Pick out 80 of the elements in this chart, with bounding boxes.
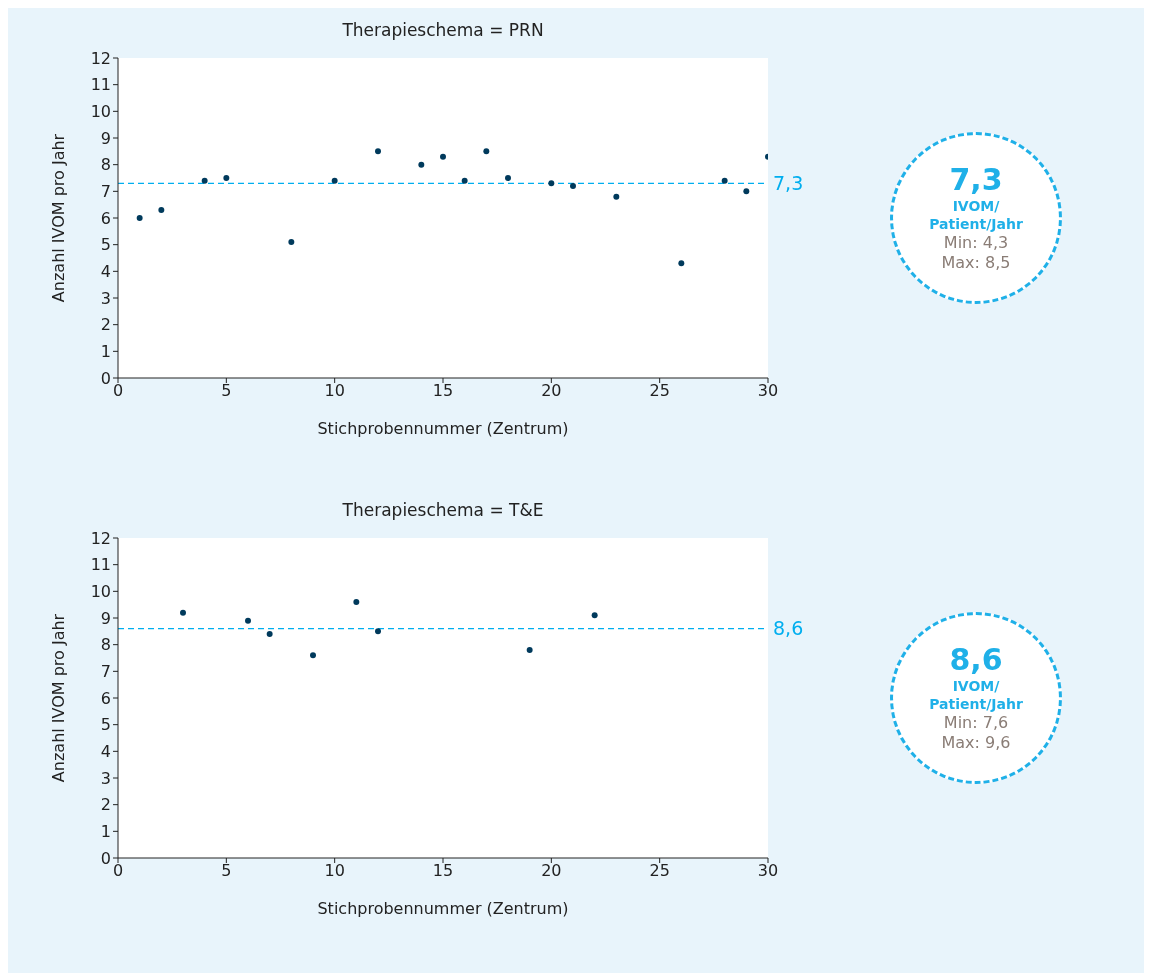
point bbox=[483, 148, 490, 155]
y-tick-label: 1 bbox=[100, 342, 111, 362]
y-tick-label: 1 bbox=[100, 822, 111, 842]
text: 7,3 bbox=[949, 162, 1003, 197]
point bbox=[591, 612, 598, 619]
y-tick-label: 12 bbox=[90, 48, 111, 68]
y-tick-label: 11 bbox=[90, 555, 111, 575]
x-tick-label: 25 bbox=[649, 381, 670, 401]
point bbox=[570, 183, 576, 189]
text: Min: 7,6 bbox=[943, 713, 1009, 733]
point bbox=[180, 609, 186, 616]
point bbox=[201, 177, 208, 184]
x-tick-label: 15 bbox=[432, 861, 454, 881]
y-tick-label: 8 bbox=[100, 635, 111, 655]
point bbox=[353, 599, 360, 605]
x-tick-label: 5 bbox=[221, 381, 232, 401]
point bbox=[375, 148, 381, 155]
point bbox=[505, 175, 511, 181]
text: Max: 9,6 bbox=[941, 733, 1011, 753]
y-tick-label: 4 bbox=[100, 742, 111, 762]
y-axis-title: Anzahl IVOM pro Jahr bbox=[48, 613, 68, 783]
x-tick-label: 5 bbox=[221, 861, 232, 881]
y-tick-label: 7 bbox=[100, 182, 111, 202]
x-axis-title: Stichprobennummer (Zentrum) bbox=[317, 899, 569, 918]
y-tick-label: 6 bbox=[100, 208, 111, 228]
point bbox=[461, 177, 468, 184]
y-tick-label: 8 bbox=[100, 155, 111, 175]
text: IVOM/ Patient/Jahr bbox=[928, 197, 1024, 233]
y-tick-label: 12 bbox=[90, 528, 111, 548]
ref-line-label: 8,6 bbox=[773, 617, 804, 640]
point bbox=[266, 631, 273, 637]
y-tick-label: 4 bbox=[100, 262, 111, 282]
y-tick-label: 5 bbox=[100, 235, 111, 255]
chart-title: Therapieschema = T&E bbox=[341, 500, 544, 520]
x-tick-label: 20 bbox=[541, 381, 562, 401]
x-tick-label: 10 bbox=[324, 861, 345, 881]
point bbox=[418, 161, 425, 168]
y-tick-label: 9 bbox=[100, 608, 111, 628]
x-tick-label: 25 bbox=[649, 861, 670, 881]
y-tick-label: 2 bbox=[100, 795, 111, 815]
x-tick-label: 15 bbox=[432, 381, 454, 401]
point bbox=[721, 177, 728, 184]
point bbox=[288, 239, 295, 245]
point bbox=[548, 180, 555, 187]
point bbox=[245, 617, 251, 624]
point bbox=[223, 175, 230, 181]
y-tick-label: 0 bbox=[100, 848, 111, 868]
chart-title: Therapieschema = PRN bbox=[341, 20, 544, 40]
y-tick-label: 11 bbox=[90, 75, 111, 95]
point bbox=[331, 177, 338, 184]
y-tick-label: 9 bbox=[100, 128, 111, 148]
point bbox=[678, 260, 685, 267]
y-tick-label: 2 bbox=[100, 315, 111, 335]
point bbox=[613, 193, 620, 200]
x-tick-label: 10 bbox=[324, 381, 345, 401]
y-tick-label: 3 bbox=[100, 288, 111, 308]
point bbox=[526, 647, 533, 653]
point bbox=[375, 628, 381, 635]
text: 8,6 bbox=[949, 642, 1003, 677]
x-tick-label: 30 bbox=[757, 861, 779, 881]
y-tick-label: 6 bbox=[100, 688, 111, 708]
y-tick-label: 3 bbox=[100, 768, 111, 788]
text: IVOM/ Patient/Jahr bbox=[928, 677, 1024, 713]
point bbox=[158, 207, 165, 213]
y-tick-label: 10 bbox=[90, 102, 111, 122]
point bbox=[743, 188, 750, 195]
x-tick-label: 20 bbox=[541, 861, 562, 881]
x-tick-label: 30 bbox=[757, 381, 779, 401]
ref-line-label: 7,3 bbox=[773, 172, 804, 195]
y-tick-label: 0 bbox=[100, 368, 111, 388]
text: Min: 4,3 bbox=[943, 233, 1009, 253]
y-tick-label: 5 bbox=[100, 715, 111, 735]
y-tick-label: 10 bbox=[90, 582, 111, 602]
point bbox=[136, 215, 143, 221]
point bbox=[310, 652, 316, 659]
point bbox=[440, 153, 446, 160]
y-tick-label: 7 bbox=[100, 662, 111, 682]
y-axis-title: Anzahl IVOM pro Jahr bbox=[48, 133, 68, 303]
text: Max: 8,5 bbox=[941, 253, 1011, 273]
x-axis-title: Stichprobennummer (Zentrum) bbox=[317, 419, 569, 438]
